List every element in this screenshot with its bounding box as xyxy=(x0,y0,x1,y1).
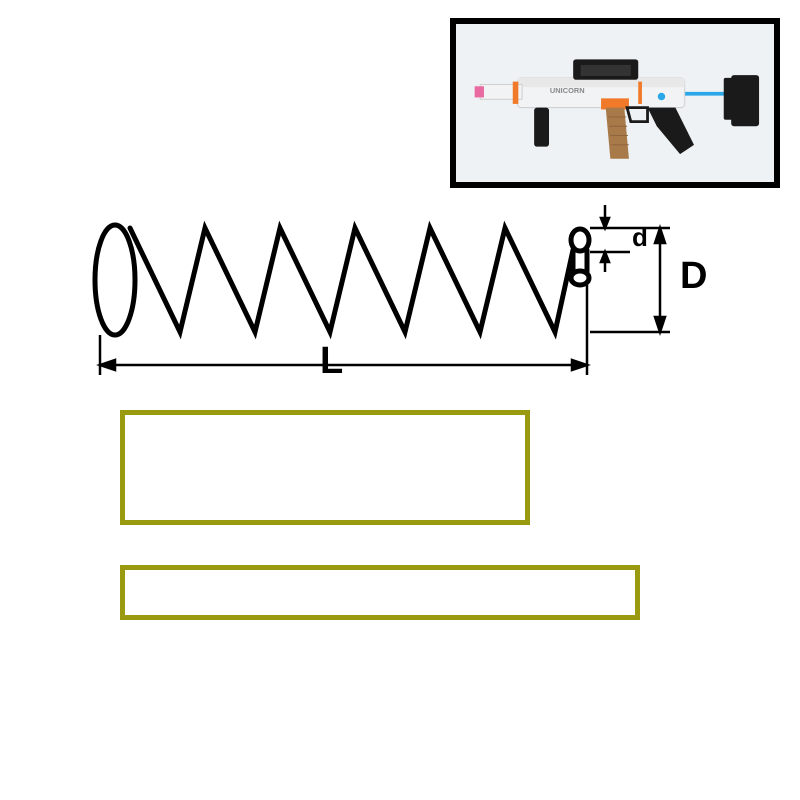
label-L: L xyxy=(320,340,343,383)
spec-box-2 xyxy=(120,565,640,620)
svg-text:UNICORN: UNICORN xyxy=(550,86,585,95)
spec-box-1 xyxy=(120,410,530,525)
label-D: D xyxy=(680,255,707,298)
label-d: d xyxy=(632,222,648,253)
blaster-illustration: UNICORN xyxy=(456,24,774,182)
product-inset: UNICORN xyxy=(450,18,780,188)
spring-diagram xyxy=(85,200,725,400)
